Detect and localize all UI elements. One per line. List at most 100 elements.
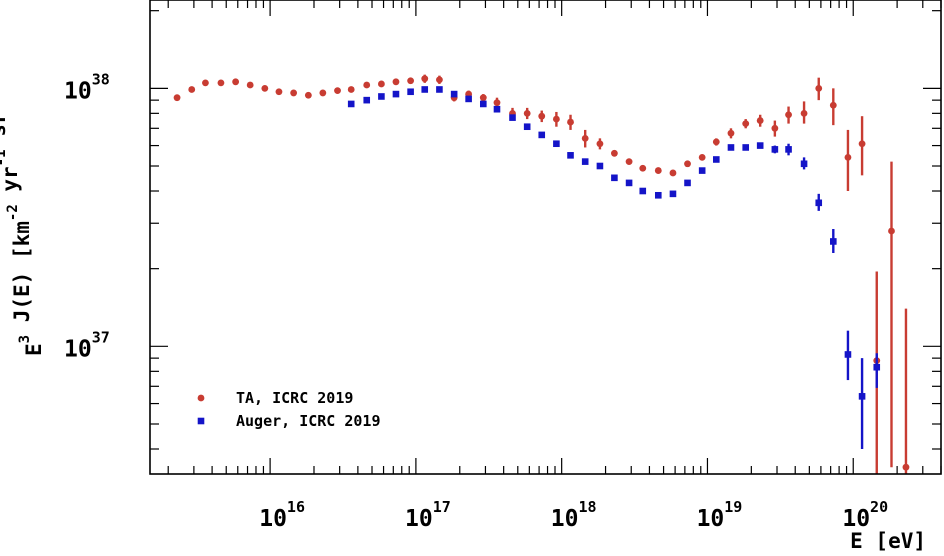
data-point [479, 100, 487, 108]
data-point [407, 88, 414, 96]
data-point [304, 91, 312, 99]
data-point [509, 114, 516, 121]
data-point [902, 463, 910, 471]
data-point [334, 87, 341, 95]
data-point [493, 99, 501, 107]
data-point [450, 90, 458, 98]
data-point [421, 86, 429, 93]
data-point [567, 118, 574, 126]
data-point [290, 89, 298, 97]
data-point [319, 89, 327, 97]
data-point [261, 84, 269, 92]
data-point [202, 79, 209, 87]
data-point [727, 129, 735, 137]
data-point [756, 117, 764, 124]
data-point [479, 94, 487, 102]
y-tick-label: 1038 [64, 70, 110, 104]
plot-frame [149, 0, 942, 475]
data-point [756, 142, 764, 149]
data-point [785, 111, 792, 119]
data-point [553, 140, 560, 148]
data-point [727, 144, 735, 151]
data-point [392, 90, 400, 98]
x-tick-label: 1018 [551, 498, 597, 532]
data-point [407, 77, 415, 85]
data-point [669, 169, 677, 177]
x-tick-label: 1020 [842, 498, 888, 532]
data-point [523, 109, 531, 117]
axes: 1016 1017 1018 1019 1020 1037 1038 [64, 0, 942, 532]
data-point [493, 105, 501, 113]
data-point [684, 160, 691, 168]
data-point [173, 94, 181, 102]
data-point [639, 187, 647, 195]
data-point [188, 86, 196, 93]
data-point [785, 146, 792, 153]
data-point [392, 78, 400, 86]
y-tick-label: 1037 [64, 328, 110, 362]
data-point [654, 167, 662, 174]
data-point [815, 84, 823, 92]
data-point [436, 76, 443, 84]
data-point [436, 86, 443, 93]
data-point [625, 179, 633, 187]
data-point [581, 158, 589, 165]
data-point [347, 100, 355, 108]
data-point [421, 75, 429, 83]
data-point [523, 123, 531, 131]
data-point [771, 146, 779, 153]
data-point [829, 101, 837, 109]
x-tick-label: 1016 [259, 498, 305, 532]
data-point [844, 153, 852, 161]
data-point [698, 153, 706, 161]
data-point [625, 158, 633, 166]
data-point [538, 131, 546, 139]
data-point [684, 179, 691, 187]
legend-marker [197, 394, 205, 402]
legend-label: TA, ICRC 2019 [236, 389, 353, 407]
data-point [363, 96, 371, 104]
data-point [596, 162, 604, 170]
data-point [378, 93, 385, 100]
data-point [567, 152, 574, 159]
data-point [771, 124, 779, 132]
data-point [232, 78, 240, 86]
data-point [596, 140, 604, 148]
data-point [378, 80, 385, 88]
data-point [858, 393, 866, 400]
data-point [246, 81, 254, 89]
data-point [858, 140, 866, 148]
data-point [217, 79, 225, 87]
data-point [712, 138, 720, 146]
data-point [669, 190, 677, 198]
data-point [742, 120, 750, 128]
x-tick-label: 1017 [405, 498, 451, 532]
x-tick-label: 1019 [697, 498, 743, 532]
data-point [800, 160, 808, 168]
data-point [552, 115, 560, 123]
data-point [742, 144, 750, 151]
data-point [712, 156, 720, 163]
legend-label: Auger, ICRC 2019 [236, 412, 381, 430]
data-point [363, 81, 371, 89]
data-point [698, 167, 706, 174]
data-point [347, 86, 355, 93]
data-point [873, 363, 881, 371]
data-point [465, 95, 472, 103]
legend-marker [197, 417, 205, 425]
data-point [275, 88, 283, 96]
data-point [581, 134, 589, 142]
series-layer [173, 74, 910, 474]
data-point [538, 112, 546, 120]
data-point [654, 191, 662, 199]
data-point [611, 174, 618, 182]
x-axis-label: E [eV] [850, 529, 926, 553]
data-point [611, 149, 618, 157]
series-2 [347, 86, 881, 449]
data-point [830, 238, 837, 245]
y-axis-label: E3 J(E) [km-2 yr-1 sr-1 eV2] [0, 36, 46, 356]
data-point [815, 199, 823, 207]
data-point [888, 227, 895, 235]
